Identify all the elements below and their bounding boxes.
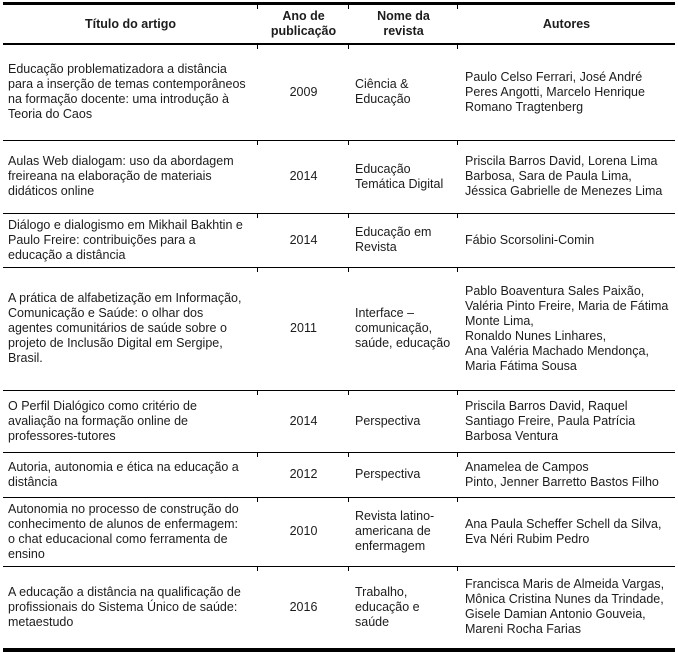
cell-authors: Ana Paula Scheffer Schell da Silva, Eva …: [457, 496, 675, 566]
cell-article-title: O Perfil Dialógico como critério de aval…: [3, 389, 258, 452]
table-row: O Perfil Dialógico como critério de aval…: [3, 389, 675, 452]
table-row: Autonomia no processo de construção do c…: [3, 496, 675, 566]
cell-authors: Paulo Celso Ferrari, José André Peres An…: [457, 44, 675, 140]
cell-article-title: Educação problematizadora a distância pa…: [8, 62, 246, 122]
cell-article-title: A prática de alfabetização em Informação…: [3, 266, 258, 390]
table-row: A prática de alfabetização em Informação…: [3, 266, 675, 390]
cell-article-title: Autonomia no processo de construção do c…: [3, 496, 258, 566]
cell-journal: Interface – comunicação, saúde, educação: [348, 266, 458, 390]
column-header-year: Ano de publicação: [257, 3, 349, 45]
cell-journal: Educação Temática Digital: [348, 139, 458, 213]
column-header-article-title: Título do artigo: [3, 3, 258, 45]
cell-journal: Ciência & Educação: [348, 44, 458, 140]
cell-article-title: A educação a distância na qualificação d…: [3, 565, 258, 650]
cell-journal: Trabalho, educação e saúde: [348, 565, 458, 650]
cell-journal: Perspectiva: [348, 451, 458, 497]
cell-journal: Educação em Revista: [348, 212, 458, 267]
cell-year: 2009: [257, 44, 349, 140]
cell-year: 2012: [257, 451, 349, 497]
cell-article-title: Diálogo e dialogismo em Mikhail Bakhtin …: [3, 212, 258, 267]
cell-year: 2014: [257, 389, 349, 452]
table-row: Educação problematizadora a distância pa…: [3, 44, 675, 140]
cell-year: 2014: [257, 212, 349, 267]
cell-authors: Priscila Barros David, Raquel Santiago F…: [457, 389, 675, 452]
cell-article-title: Aulas Web dialogam: uso da abordagem fre…: [3, 139, 258, 213]
column-header-authors: Autores: [457, 3, 675, 45]
cell-authors: Francisca Maris de Almeida Vargas, Mônic…: [457, 565, 675, 650]
cell-year: 2010: [257, 496, 349, 566]
cell-year: 2016: [257, 565, 349, 650]
cell-authors: Priscila Barros David, Lorena Lima Barbo…: [457, 139, 675, 213]
column-header-journal: Nome da revista: [348, 3, 458, 45]
articles-table: Título do artigo Ano de publicação Nome …: [3, 2, 675, 652]
table-row: Aulas Web dialogam: uso da abordagem fre…: [3, 139, 675, 213]
cell-year: 2014: [257, 139, 349, 213]
cell-authors: Fábio Scorsolini-Comin: [457, 212, 675, 267]
table-row: A educação a distância na qualificação d…: [3, 565, 675, 650]
cell-authors: Anamelea de Campos Pinto, Jenner Barrett…: [457, 451, 675, 497]
cell-journal: Revista latino-americana de enfermagem: [348, 496, 458, 566]
table-row: Diálogo e dialogismo em Mikhail Bakhtin …: [3, 212, 675, 267]
table-row: Autoria, autonomia e ética na educação a…: [3, 451, 675, 497]
cell-article-title: Autoria, autonomia e ética na educação a…: [3, 451, 258, 497]
cell-authors: Pablo Boaventura Sales Paixão, Valéria P…: [457, 266, 675, 390]
header-row: Título do artigo Ano de publicação Nome …: [3, 3, 675, 45]
cell-year: 2011: [257, 266, 349, 390]
cell-journal: Perspectiva: [348, 389, 458, 452]
